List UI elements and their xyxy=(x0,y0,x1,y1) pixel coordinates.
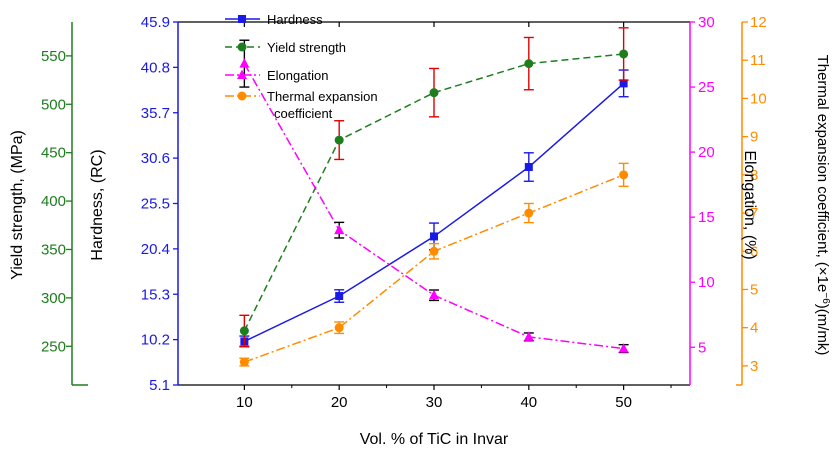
series-layer xyxy=(239,27,629,367)
point-thermal-40 xyxy=(524,208,534,218)
axes-layer: 10 20 30 40 50 Vol. % of TiC in Invar 5.1 10.2 1… xyxy=(9,14,832,448)
hardness-axis-title: Hardness, (RC) xyxy=(89,149,106,260)
x-tick-label-10: 10 xyxy=(236,394,253,411)
point-yield-40 xyxy=(524,59,534,69)
point-elongation-10 xyxy=(239,58,250,68)
series-line-thermal xyxy=(244,174,624,363)
point-thermal-50 xyxy=(619,170,629,180)
thermal-tick-label-8: 8 xyxy=(750,167,758,184)
x-tick-label-40: 40 xyxy=(520,394,537,411)
yield-tick-label-300: 300 xyxy=(41,290,66,307)
legend-label-hardness: Hardness xyxy=(267,12,323,27)
hardness-tick-label-10.2: 10.2 xyxy=(141,332,170,349)
point-hardness-50 xyxy=(619,79,628,88)
thermal-tick-label-10: 10 xyxy=(750,90,767,107)
point-hardness-20 xyxy=(335,292,344,301)
legend-label-yield-strength: Yield strength xyxy=(267,40,346,55)
yield-axis-title: Yield strength, (MPa) xyxy=(9,130,26,280)
hardness-tick-label-35.7: 35.7 xyxy=(141,105,170,122)
x-tick-label-30: 30 xyxy=(426,394,443,411)
point-thermal-30 xyxy=(429,246,439,256)
thermal-tick-label-7: 7 xyxy=(750,205,758,222)
legend-marker-hardness xyxy=(238,15,246,23)
point-yield-10 xyxy=(239,326,249,336)
legend-marker-thermal xyxy=(237,91,247,101)
thermal-axis-title: Thermal expansion coefficient, (×1e−6)(m… xyxy=(814,55,832,356)
legend-label-thermal-line2: coefficient xyxy=(274,106,333,121)
thermal-tick-label-3: 3 xyxy=(750,358,758,375)
elongation-axis-title: Elongation, (%) xyxy=(741,150,758,259)
thermal-tick-label-6: 6 xyxy=(750,243,758,260)
yield-tick-label-450: 450 xyxy=(41,145,66,162)
point-yield-50 xyxy=(619,49,629,59)
legend-label-thermal-line1: Thermal expansion xyxy=(267,89,378,104)
hardness-tick-label-25.5: 25.5 xyxy=(141,196,170,213)
legend-label-elongation: Elongation xyxy=(267,68,328,83)
elongation-tick-label-20: 20 xyxy=(698,144,715,161)
point-hardness-40 xyxy=(524,163,533,172)
point-thermal-10 xyxy=(239,357,249,367)
yield-tick-label-350: 350 xyxy=(41,241,66,258)
hardness-tick-label-20.4: 20.4 xyxy=(141,241,170,258)
yield-tick-label-250: 250 xyxy=(41,338,66,355)
yield-tick-label-500: 500 xyxy=(41,96,66,113)
elongation-tick-label-5: 5 xyxy=(698,339,706,356)
legend: Hardness Yield strength Elongation Therm… xyxy=(225,12,378,121)
series-thermal xyxy=(239,162,629,367)
series-line-hardness xyxy=(244,82,625,343)
thermal-tick-label-5: 5 xyxy=(750,281,758,298)
elongation-tick-label-10: 10 xyxy=(698,274,715,291)
point-elongation-20 xyxy=(334,224,345,235)
point-elongation-40 xyxy=(523,331,534,341)
x-axis-title: Vol. % of TiC in Invar xyxy=(360,431,509,448)
point-hardness-30 xyxy=(430,232,438,241)
x-tick-label-20: 20 xyxy=(331,394,348,411)
point-thermal-20 xyxy=(334,323,344,333)
yield-tick-label-400: 400 xyxy=(41,193,66,210)
series-yield xyxy=(239,27,629,347)
hardness-tick-label-15.3: 15.3 xyxy=(141,286,170,303)
hardness-tick-label-45.9: 45.9 xyxy=(141,14,170,31)
point-yield-30 xyxy=(429,88,439,98)
thermal-tick-label-11: 11 xyxy=(750,52,766,69)
thermal-tick-label-9: 9 xyxy=(750,129,758,146)
thermal-tick-label-4: 4 xyxy=(750,320,758,337)
point-elongation-50 xyxy=(618,343,629,353)
hardness-tick-label-5.1: 5.1 xyxy=(149,377,170,394)
legend-marker-yield xyxy=(237,42,247,52)
hardness-tick-label-30.6: 30.6 xyxy=(141,150,170,167)
elongation-tick-label-15: 15 xyxy=(698,209,715,226)
hardness-tick-label-40.8: 40.8 xyxy=(141,59,170,76)
thermal-tick-label-12: 12 xyxy=(750,14,767,31)
yield-tick-label-550: 550 xyxy=(41,48,66,65)
elongation-tick-label-25: 25 xyxy=(698,79,715,96)
elongation-tick-label-30: 30 xyxy=(698,14,715,31)
point-elongation-30 xyxy=(429,289,439,300)
x-tick-label-50: 50 xyxy=(615,394,632,411)
legend-marker-elongation xyxy=(237,69,247,79)
point-yield-20 xyxy=(334,135,344,145)
